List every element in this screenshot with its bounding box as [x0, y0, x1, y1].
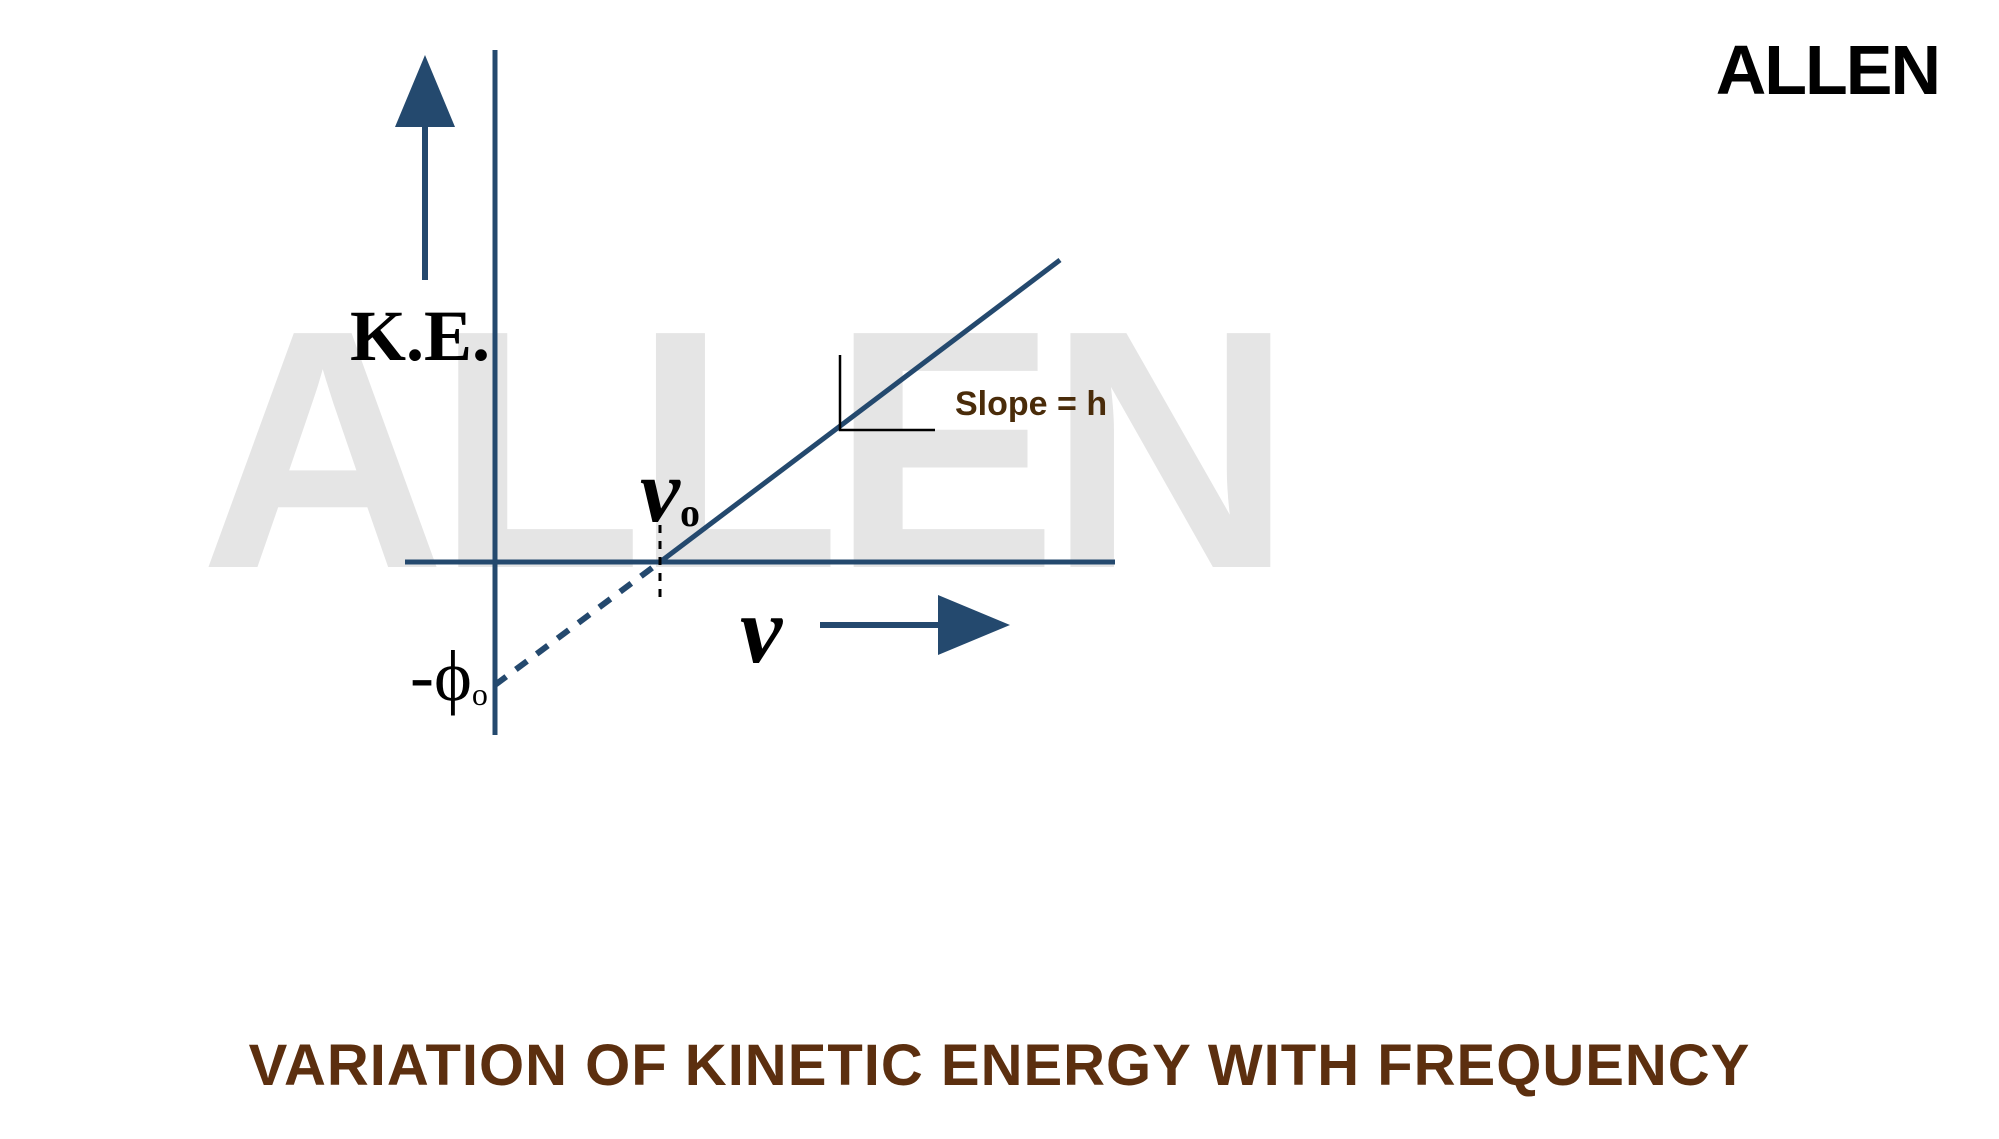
brand-logo: ALLEN	[1716, 30, 1939, 110]
threshold-frequency-label: νo	[640, 440, 700, 543]
y-intercept-label: -ϕo	[410, 635, 488, 718]
phi-symbol: ϕ	[434, 636, 472, 716]
nu0-symbol: ν	[640, 442, 680, 541]
x-axis-label: ν	[740, 575, 782, 685]
y-axis-label: K.E.	[350, 295, 490, 378]
data-line-dashed	[495, 562, 660, 685]
nu0-subscript: o	[680, 490, 700, 535]
phi-prefix: -	[410, 636, 434, 716]
phi-subscript: o	[472, 676, 488, 712]
ke-frequency-graph	[0, 0, 1999, 1139]
slope-label: Slope = h	[955, 385, 1107, 424]
figure-caption: VARIATION OF KINETIC ENERGY WITH FREQUEN…	[0, 1032, 1999, 1099]
